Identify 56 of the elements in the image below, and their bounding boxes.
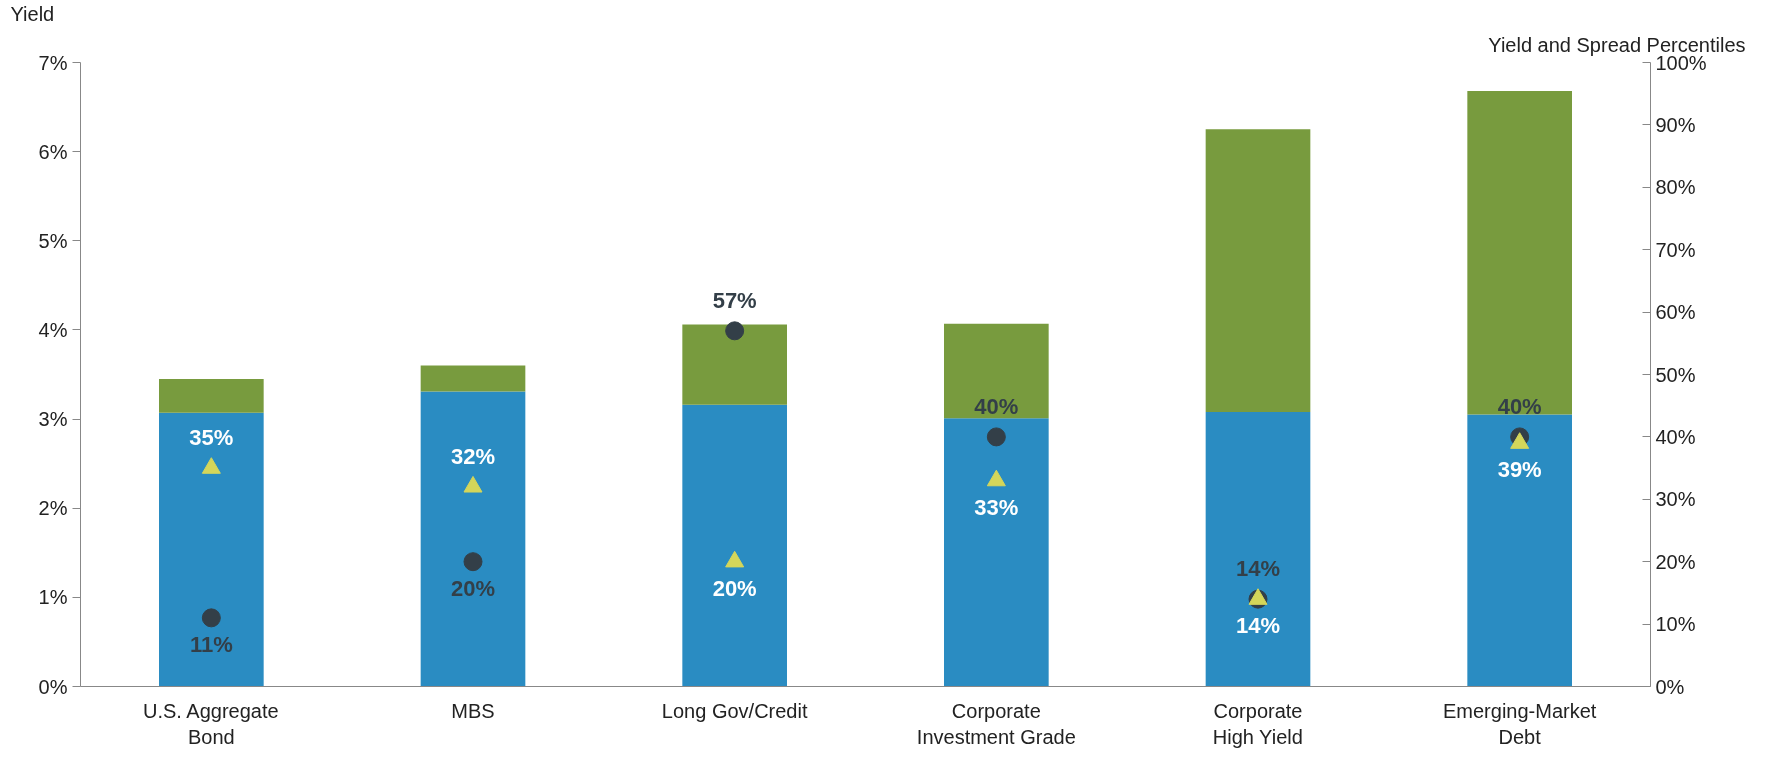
bar: [682, 324, 787, 405]
data-label: 33%: [974, 494, 1019, 520]
y2-tick-label: 40%: [1655, 425, 1696, 448]
y2-tick-label: 60%: [1655, 301, 1696, 324]
data-label: 40%: [974, 393, 1019, 419]
y2-tick-label: 20%: [1655, 550, 1696, 573]
x-tick-label: Corporate Investment Grade: [916, 699, 1076, 748]
point: [725, 321, 745, 341]
bar: [944, 418, 1049, 687]
data-label: 40%: [1497, 393, 1542, 419]
y2-tick-label: 10%: [1655, 613, 1696, 636]
data-label: 32%: [450, 443, 496, 469]
y-tick-label: 7%: [38, 51, 68, 74]
point: [986, 469, 1006, 487]
y-tick-label: 0%: [38, 675, 68, 698]
bar: [1205, 411, 1311, 687]
y2-tick-label: 90%: [1655, 113, 1696, 136]
y2-tick-label: 50%: [1655, 363, 1696, 386]
y2-tick-label: 80%: [1655, 176, 1696, 199]
bar: [944, 323, 1049, 419]
bar: [159, 412, 264, 687]
bar: [682, 404, 787, 687]
data-label: 14%: [1235, 613, 1281, 639]
y-tick-label: 2%: [38, 497, 68, 520]
bar: [420, 365, 526, 392]
point: [1510, 432, 1530, 449]
x-tick-label: Emerging-Market Debt: [1442, 699, 1597, 748]
data-label: 20%: [712, 575, 757, 601]
x-tick-label: Long Gov/Credit: [661, 699, 808, 722]
x-tick-label: U.S. Aggregate Bond: [142, 699, 279, 748]
x-tick-label: Corporate High Yield: [1212, 699, 1303, 748]
bar: [1467, 91, 1572, 415]
data-label: 11%: [189, 631, 233, 657]
y-tick-label: 6%: [38, 140, 68, 163]
bar: [1467, 414, 1572, 687]
x-tick-label: MBS: [451, 699, 495, 722]
point: [201, 457, 221, 474]
y2-tick-label: 70%: [1655, 238, 1696, 261]
y-tick-label: 5%: [38, 229, 68, 252]
y-tick-label: 4%: [38, 318, 68, 341]
data-label: 20%: [450, 575, 496, 601]
point: [986, 427, 1006, 447]
y2-tick-label: 30%: [1655, 488, 1696, 511]
data-label: 39%: [1497, 457, 1542, 483]
data-label: 14%: [1235, 556, 1281, 582]
bar: [1205, 129, 1311, 412]
bar: [420, 391, 526, 687]
data-label: 57%: [712, 287, 757, 313]
point: [725, 550, 745, 568]
y2-tick-label: 0%: [1655, 675, 1685, 698]
y-tick-label: 1%: [38, 586, 68, 609]
y-tick-label: 3%: [38, 408, 68, 431]
data-label: 35%: [189, 425, 234, 451]
y-axis-title: Yield: [10, 2, 55, 25]
bar: [159, 378, 264, 413]
point: [463, 475, 483, 493]
